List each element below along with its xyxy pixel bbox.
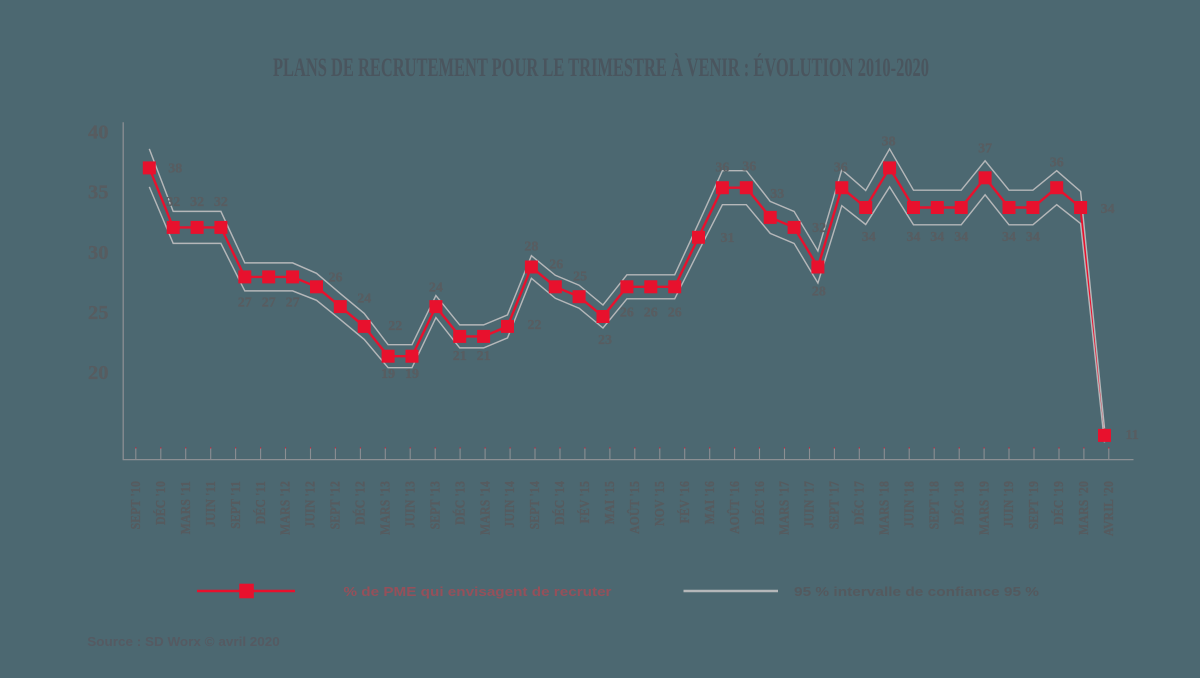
svg-text:SEPT '14: SEPT '14 — [526, 481, 542, 530]
svg-text:21: 21 — [453, 349, 467, 364]
svg-text:95 % intervalle de confiance 9: 95 % intervalle de confiance 95 % — [794, 585, 1039, 599]
svg-text:25: 25 — [88, 302, 109, 324]
svg-text:26: 26 — [620, 306, 634, 321]
svg-text:MARS '18: MARS '18 — [876, 481, 892, 535]
svg-text:36: 36 — [715, 160, 729, 175]
svg-text:22: 22 — [388, 319, 402, 334]
svg-text:DÉC '16: DÉC '16 — [751, 481, 767, 525]
svg-text:27: 27 — [262, 296, 276, 311]
svg-text:38: 38 — [168, 162, 182, 177]
svg-text:26: 26 — [549, 258, 563, 273]
svg-text:30: 30 — [88, 242, 109, 264]
svg-text:32: 32 — [190, 195, 204, 210]
svg-text:DÉC '14: DÉC '14 — [551, 481, 567, 525]
svg-text:34: 34 — [1002, 230, 1016, 245]
svg-text:24: 24 — [429, 280, 443, 295]
svg-text:34: 34 — [907, 230, 921, 245]
svg-text:NOV '15: NOV '15 — [651, 481, 667, 526]
svg-text:DÉC '10: DÉC '10 — [152, 481, 168, 525]
svg-text:DÉC '11: DÉC '11 — [252, 481, 268, 524]
svg-text:MARS '14: MARS '14 — [476, 481, 492, 535]
svg-text:34: 34 — [862, 230, 876, 245]
svg-text:MARS '12: MARS '12 — [277, 481, 293, 535]
svg-text:36: 36 — [742, 159, 756, 174]
svg-text:36: 36 — [1050, 155, 1064, 170]
svg-text:DÉC '19: DÉC '19 — [1050, 481, 1066, 525]
svg-text:JUIN '17: JUIN '17 — [801, 481, 817, 528]
svg-text:JUIN '11: JUIN '11 — [202, 481, 218, 527]
svg-text:11: 11 — [1126, 428, 1139, 443]
svg-text:JUIN '18: JUIN '18 — [901, 481, 917, 528]
svg-text:25: 25 — [573, 269, 587, 284]
svg-text:27: 27 — [286, 296, 300, 311]
svg-text:MARS '13: MARS '13 — [377, 481, 393, 535]
svg-text:DÉC '17: DÉC '17 — [851, 481, 867, 525]
svg-text:26: 26 — [644, 306, 658, 321]
svg-text:SEPT '18: SEPT '18 — [925, 481, 941, 530]
svg-text:34: 34 — [1101, 202, 1115, 217]
svg-text:SEPT '11: SEPT '11 — [227, 481, 243, 529]
svg-text:34: 34 — [954, 230, 968, 245]
svg-text:38: 38 — [882, 135, 896, 150]
svg-text:32: 32 — [214, 195, 228, 210]
svg-text:26: 26 — [329, 271, 343, 286]
svg-text:35: 35 — [88, 182, 109, 204]
svg-text:JUIN '12: JUIN '12 — [302, 481, 318, 528]
svg-text:SEPT '19: SEPT '19 — [1025, 481, 1041, 529]
svg-text:MAI '16: MAI '16 — [701, 481, 717, 525]
svg-text:AVRIL '20: AVRIL '20 — [1100, 481, 1116, 536]
svg-text:21: 21 — [477, 349, 491, 364]
svg-text:FÉV '16: FÉV '16 — [676, 481, 692, 524]
svg-text:DÉC '18: DÉC '18 — [950, 481, 966, 525]
svg-text:FÉV '15: FÉV '15 — [576, 481, 592, 523]
svg-text:28: 28 — [524, 240, 538, 255]
svg-text:SEPT '10: SEPT '10 — [127, 481, 143, 529]
svg-text:40: 40 — [88, 122, 109, 144]
svg-text:AOÛT '15: AOÛT '15 — [626, 481, 642, 534]
svg-text:SEPT '12: SEPT '12 — [327, 481, 343, 529]
svg-text:22: 22 — [528, 318, 542, 333]
svg-text:SEPT '17: SEPT '17 — [826, 481, 842, 530]
svg-text:MARS '11: MARS '11 — [177, 481, 193, 534]
svg-text:DÉC '12: DÉC '12 — [352, 481, 368, 525]
svg-text:DÉC '13: DÉC '13 — [451, 481, 467, 525]
svg-text:32: 32 — [812, 221, 826, 236]
svg-text:26: 26 — [668, 306, 682, 321]
svg-text:31: 31 — [721, 231, 735, 246]
svg-text:19: 19 — [381, 367, 395, 382]
svg-text:PLANS DE RECRUTEMENT POUR LE T: PLANS DE RECRUTEMENT POUR LE TRIMESTRE À… — [273, 53, 929, 82]
svg-text:MAI '15: MAI '15 — [601, 481, 617, 524]
svg-text:23: 23 — [598, 333, 612, 348]
svg-text:JUIN '14: JUIN '14 — [501, 481, 517, 528]
svg-text:MARS '17: MARS '17 — [776, 481, 792, 535]
svg-text:33: 33 — [770, 187, 784, 202]
svg-text:27: 27 — [238, 296, 252, 311]
svg-text:AOÛT '16: AOÛT '16 — [726, 481, 742, 534]
svg-text:Source : SD Worx © avril 2020: Source : SD Worx © avril 2020 — [87, 634, 279, 649]
svg-text:SEPT '13: SEPT '13 — [426, 481, 442, 530]
svg-text:37: 37 — [978, 142, 992, 157]
svg-text:MARS '19: MARS '19 — [975, 481, 991, 535]
svg-text:% de PME qui envisagent de rec: % de PME qui envisagent de recruter — [344, 585, 612, 599]
svg-text:MARS '20: MARS '20 — [1075, 481, 1091, 535]
svg-text:36: 36 — [834, 160, 848, 175]
svg-text:34: 34 — [930, 230, 944, 245]
svg-text:32: 32 — [166, 195, 180, 210]
svg-text:JUIN '13: JUIN '13 — [401, 481, 417, 528]
svg-text:19: 19 — [405, 367, 419, 382]
svg-text:24: 24 — [357, 291, 371, 306]
svg-text:28: 28 — [812, 285, 826, 300]
svg-text:JUIN '19: JUIN '19 — [1000, 481, 1016, 528]
svg-text:34: 34 — [1026, 230, 1040, 245]
svg-text:20: 20 — [88, 362, 109, 384]
